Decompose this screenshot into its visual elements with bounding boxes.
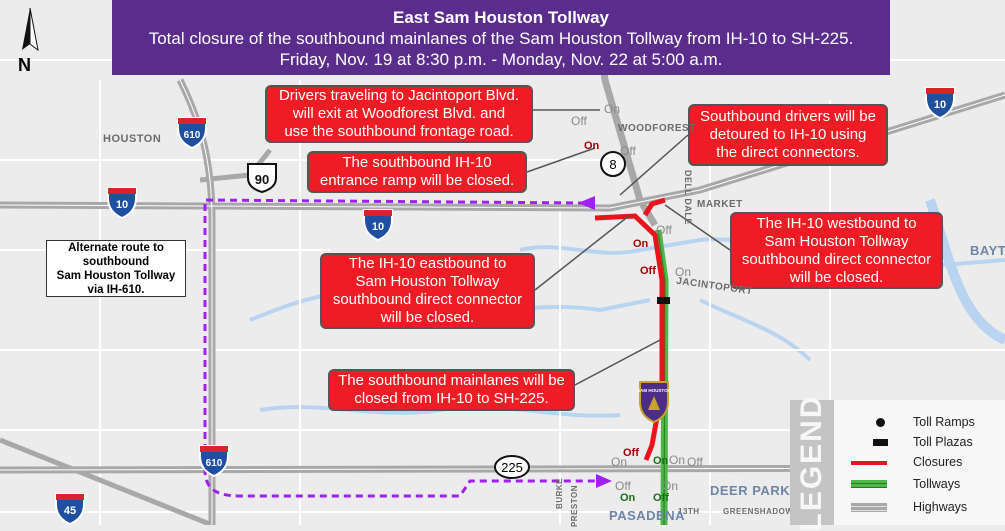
label-13th: 13TH: [678, 507, 700, 516]
legend-closures: Closures: [913, 455, 963, 469]
page-title: East Sam Houston Tollway: [392, 8, 609, 27]
svg-text:10: 10: [934, 99, 946, 111]
i610-shield-north: 610: [177, 117, 207, 150]
tollway-shield: SAM HOUSTON: [637, 381, 671, 424]
highway-line-icon: [851, 503, 887, 512]
ramp-off: Off: [687, 455, 703, 469]
ramp-on: On: [653, 455, 669, 467]
svg-text:10: 10: [116, 199, 128, 211]
svg-text:610: 610: [206, 458, 223, 469]
north-label: N: [18, 55, 31, 75]
header-line-1: Total closure of the southbound mainlane…: [148, 29, 854, 48]
legend-tollways: Tollways: [913, 477, 961, 491]
callout-ih10-ramp-closed: The southbound IH-10 entrance ramp will b…: [307, 151, 527, 193]
svg-text:90: 90: [255, 172, 269, 187]
callout-jacintoport-exit: Drivers traveling to Jacintoport Blvd. wi…: [265, 85, 533, 143]
svg-text:225: 225: [501, 460, 523, 475]
toll-plaza-icon: [657, 297, 670, 304]
ramp-on: On: [662, 479, 679, 493]
alternate-route: [203, 198, 598, 498]
ramp-off: Off: [656, 223, 672, 237]
legend-title: LEGEND: [795, 393, 828, 531]
callout-detour: Southbound drivers will be detoured to IH…: [688, 104, 888, 166]
i610-shield-south: 610: [199, 445, 229, 478]
legend-highways: Highways: [913, 500, 968, 514]
ramp-off: Off: [653, 492, 669, 504]
north-arrow-icon: [22, 7, 39, 52]
i10-shield-west: 10: [107, 187, 137, 220]
ramp-off: Off: [640, 265, 656, 277]
callout-eastbound-connector: The IH-10 eastbound to Sam Houston Tollwa…: [320, 253, 535, 329]
svg-text:8: 8: [609, 157, 616, 172]
callout-leaders: [526, 109, 731, 386]
ramp-on: On: [604, 102, 621, 116]
legend-toll-plazas: Toll Plazas: [913, 435, 973, 449]
label-dell-dale: DELL DALE: [683, 170, 693, 225]
alternate-route-note: Alternate route to southbound Sam Houston …: [46, 240, 186, 297]
label-houston: HOUSTON: [103, 133, 162, 145]
svg-text:SAM HOUSTON: SAM HOUSTON: [637, 388, 671, 393]
label-woodforest: WOODFOREST: [618, 123, 696, 134]
tollway-center: [657, 229, 666, 525]
callout-mainlanes-closed: The southbound mainlanes will be closed f…: [328, 369, 575, 411]
ramp-on: On: [669, 453, 686, 467]
toll-plaza-icon: [873, 439, 888, 446]
label-deer-park: DEER PARK: [710, 483, 791, 498]
toll-ramp-icon: [876, 418, 885, 427]
route-arrow-right: [596, 474, 612, 488]
legend-toll-ramps: Toll Ramps: [913, 415, 975, 429]
ramp-on: On: [620, 492, 636, 504]
sh225-shield: 225: [494, 455, 530, 479]
closure-line-icon: [851, 461, 887, 465]
svg-text:610: 610: [184, 130, 201, 141]
ramp-on: On: [633, 238, 649, 250]
label-market: MARKET: [697, 199, 743, 210]
header-line-2: Friday, Nov. 19 at 8:30 p.m. - Monday, N…: [279, 50, 723, 69]
ramp-off: Off: [623, 447, 639, 459]
label-greenshadow: GREENSHADOW: [723, 507, 794, 516]
label-pasadena: PASADENA: [609, 508, 685, 523]
legend: LEGEND Toll Ramps Toll Plazas Closures T…: [790, 394, 1005, 531]
i45-shield: 45: [55, 493, 85, 525]
us90-shield: 90: [247, 163, 277, 194]
svg-text:45: 45: [64, 505, 76, 517]
label-burke: BURKE: [555, 478, 564, 509]
sh8-shield: 8: [600, 151, 626, 177]
i10-shield-center: 10: [363, 209, 393, 242]
route-arrow-left: [578, 196, 595, 210]
closures: [594, 197, 666, 461]
callout-westbound-connector: The IH-10 westbound to Sam Houston Tollwa…: [730, 212, 943, 289]
tollway-line-icon: [851, 480, 887, 488]
label-preston: PRESTON: [570, 485, 579, 528]
ramp-off: Off: [615, 479, 631, 493]
ramp-on: On: [584, 140, 600, 152]
header-banner: East Sam Houston Tollway Total closure o…: [112, 0, 890, 75]
ramp-off: Off: [620, 144, 636, 158]
ramp-on: On: [611, 455, 628, 469]
ramp-on: On: [675, 265, 692, 279]
ramp-off: Off: [571, 114, 587, 128]
i10-shield-east: 10: [925, 87, 955, 120]
svg-text:10: 10: [372, 221, 384, 233]
